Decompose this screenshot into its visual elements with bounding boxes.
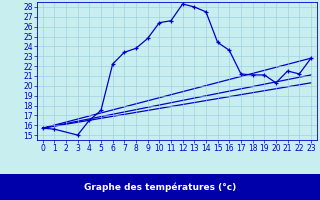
Text: Graphe des températures (°c): Graphe des températures (°c) (84, 182, 236, 192)
